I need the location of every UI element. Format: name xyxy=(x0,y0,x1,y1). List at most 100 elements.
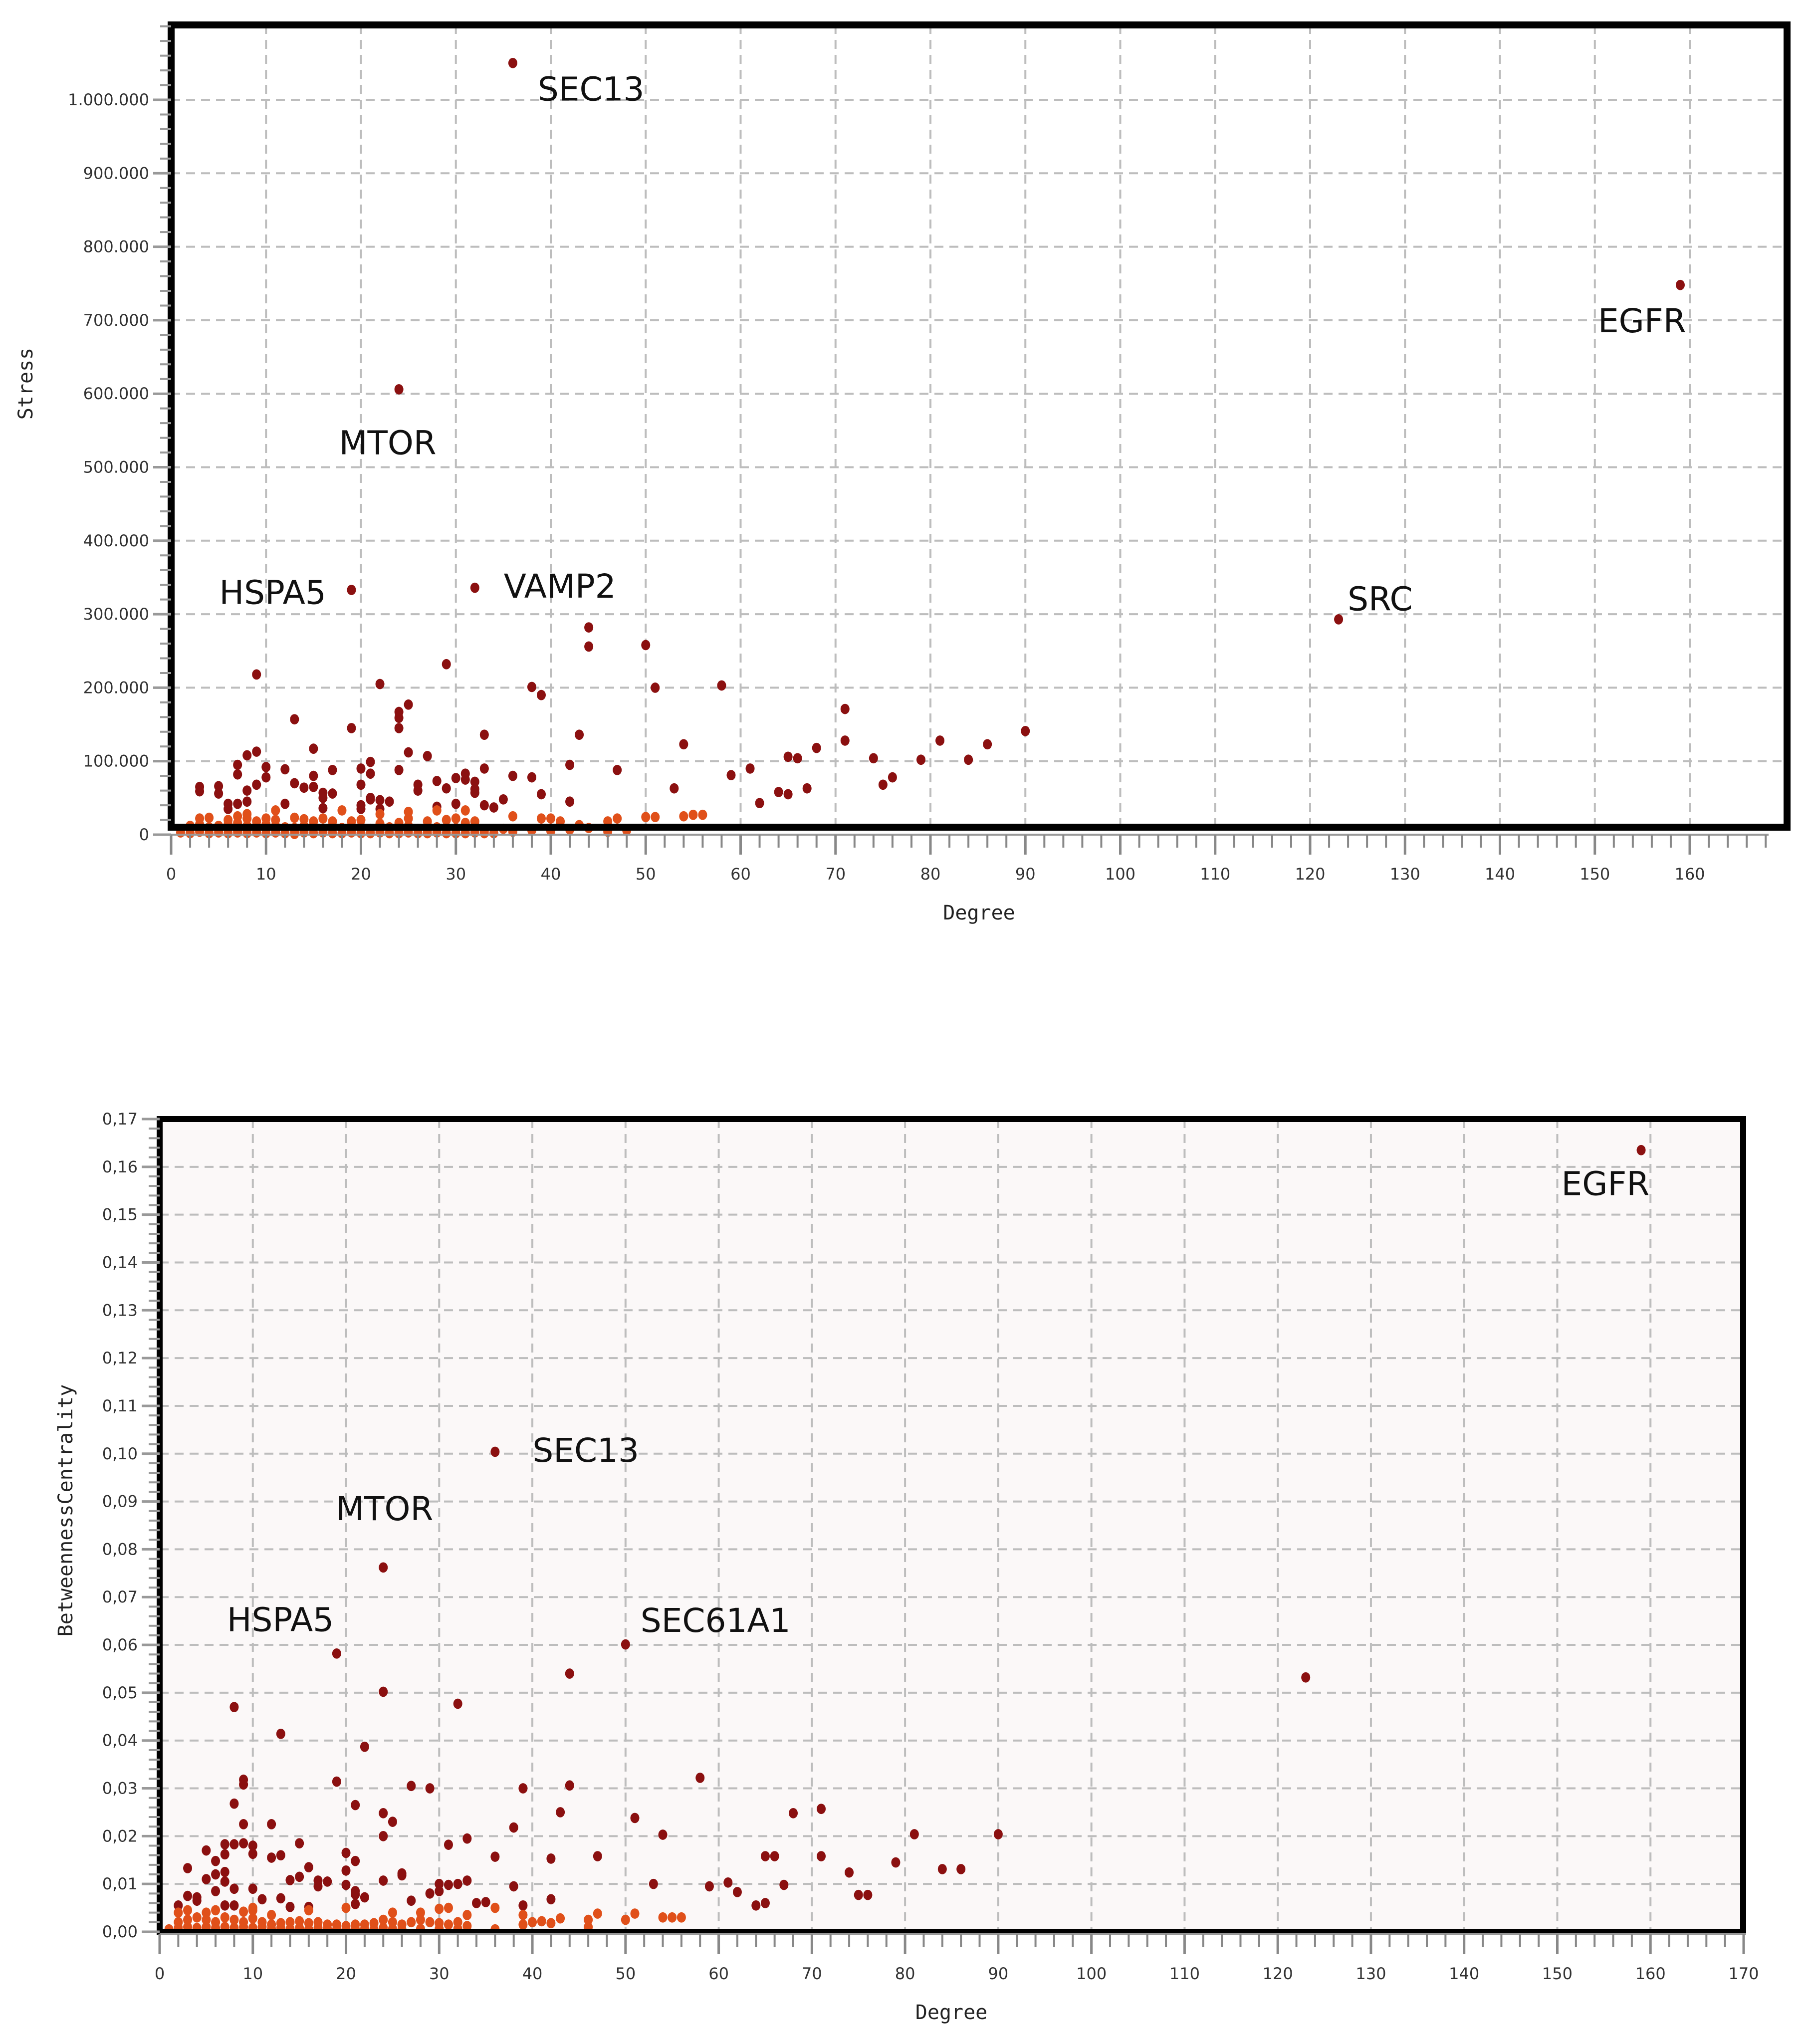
data-point xyxy=(375,679,385,689)
data-point xyxy=(518,1919,528,1930)
y-tick-label: 0,07 xyxy=(102,1588,138,1606)
data-point xyxy=(285,1901,295,1912)
data-point xyxy=(878,779,888,790)
data-point xyxy=(779,1879,789,1890)
data-point xyxy=(770,1851,779,1861)
data-point xyxy=(479,729,489,740)
x-tick-label: 50 xyxy=(615,1964,636,1983)
data-point xyxy=(183,1863,193,1873)
data-point xyxy=(379,1875,388,1886)
x-tick-label: 130 xyxy=(1356,1964,1386,1983)
data-point xyxy=(304,1862,313,1872)
data-point xyxy=(490,1851,500,1862)
data-point xyxy=(1675,279,1685,290)
data-point xyxy=(309,743,318,754)
data-point xyxy=(613,765,622,775)
data-point xyxy=(195,786,205,797)
data-point xyxy=(983,739,992,750)
data-point xyxy=(679,739,688,750)
data-point xyxy=(658,1829,668,1840)
x-axis-title: Degree xyxy=(943,902,1015,924)
x-tick-label: 160 xyxy=(1674,865,1705,884)
x-tick-label: 50 xyxy=(636,865,656,884)
data-point xyxy=(565,1668,574,1679)
data-point xyxy=(229,1839,239,1849)
data-point xyxy=(261,762,271,772)
x-tick-label: 120 xyxy=(1263,1964,1293,1983)
data-point xyxy=(328,765,337,775)
data-point xyxy=(379,1808,388,1818)
data-point xyxy=(1301,1672,1311,1683)
data-point xyxy=(536,689,546,700)
x-tick-label: 20 xyxy=(351,865,371,884)
data-point xyxy=(695,1773,705,1783)
data-point xyxy=(584,1914,593,1925)
data-point xyxy=(309,781,318,792)
x-tick-label: 30 xyxy=(446,865,466,884)
data-point xyxy=(267,1910,276,1920)
data-point xyxy=(242,796,252,807)
data-point xyxy=(394,723,404,733)
data-point xyxy=(220,1866,229,1877)
data-point xyxy=(726,770,736,781)
data-point xyxy=(239,1838,248,1849)
data-point xyxy=(444,1879,453,1890)
data-point xyxy=(546,813,555,824)
data-point xyxy=(416,1914,425,1925)
data-point xyxy=(677,1912,686,1923)
data-point xyxy=(407,1781,416,1792)
data-point xyxy=(723,1877,733,1888)
data-point xyxy=(304,1905,313,1916)
data-point xyxy=(351,1800,360,1811)
data-point xyxy=(394,384,404,395)
gene-label-src: SRC xyxy=(1348,580,1413,618)
data-point xyxy=(290,714,299,725)
data-point xyxy=(793,753,802,764)
data-point xyxy=(630,1908,640,1919)
data-point xyxy=(993,1829,1003,1839)
data-point xyxy=(453,1878,462,1889)
data-point xyxy=(891,1857,901,1868)
data-point xyxy=(174,1900,183,1911)
x-tick-label: 40 xyxy=(541,865,561,884)
x-tick-label: 150 xyxy=(1542,1964,1573,1983)
data-point xyxy=(508,770,517,781)
x-tick-label: 10 xyxy=(256,865,276,884)
y-axis: 0,00 0,01 0,02 0,03 0,04 0,05 0,06 0,07 0,08 0,09… xyxy=(54,1110,160,1941)
data-point xyxy=(840,703,850,714)
data-point xyxy=(202,1907,211,1918)
data-point xyxy=(442,815,451,825)
data-point xyxy=(252,779,261,790)
y-tick-label: 0,11 xyxy=(102,1396,138,1415)
annotations: SEC13 EGFR MTOR HSPA5 VAMP2 SRC xyxy=(219,70,1686,618)
y-tick-label: 800.000 xyxy=(83,237,149,256)
data-point xyxy=(211,1905,221,1916)
data-point xyxy=(760,1898,770,1908)
x-tick-label: 0 xyxy=(166,865,176,884)
data-point xyxy=(688,809,698,820)
y-tick-label: 0,15 xyxy=(102,1205,138,1224)
data-point xyxy=(290,778,299,789)
y-tick-label: 0,09 xyxy=(102,1492,138,1511)
data-point xyxy=(584,622,594,633)
data-point xyxy=(242,785,252,796)
data-point xyxy=(183,1905,193,1916)
data-point xyxy=(394,712,404,723)
x-axis-title: Degree xyxy=(915,2001,988,2024)
data-point xyxy=(285,1875,295,1885)
data-point xyxy=(379,1686,388,1697)
data-point xyxy=(425,1917,435,1928)
data-point xyxy=(518,1910,528,1920)
data-point xyxy=(385,796,394,807)
data-point xyxy=(202,1914,211,1925)
data-point xyxy=(444,1919,453,1930)
data-point xyxy=(192,1912,202,1923)
data-point xyxy=(863,1889,873,1900)
data-point xyxy=(388,1817,397,1827)
x-tick-label: 10 xyxy=(242,1964,263,1983)
data-point xyxy=(490,1446,500,1457)
data-point xyxy=(451,773,460,783)
data-point xyxy=(565,796,575,807)
data-point xyxy=(462,1875,472,1886)
plot-area xyxy=(160,1119,1743,1932)
